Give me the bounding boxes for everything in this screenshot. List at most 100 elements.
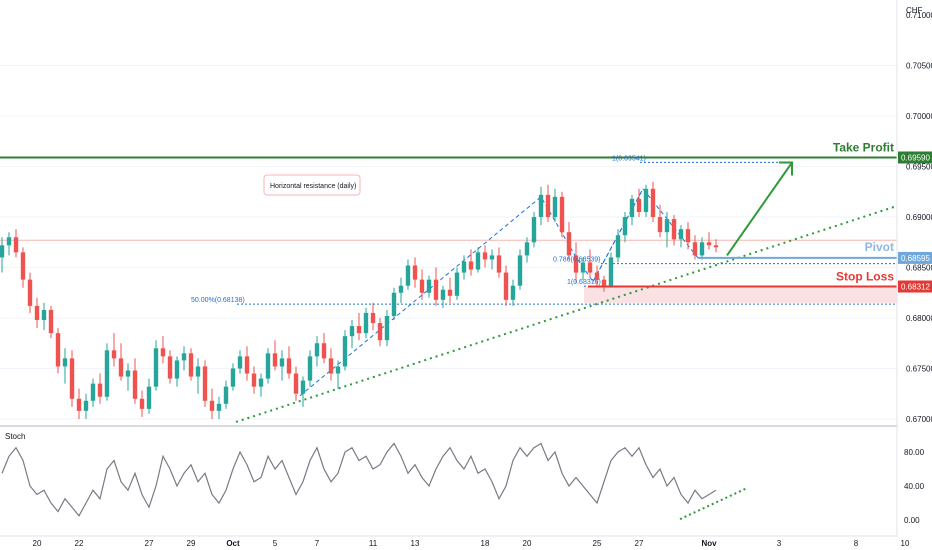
currency-label: CHF [906,6,923,15]
candle-body [601,279,607,286]
time-tick-label: 27 [635,539,644,548]
forecast-arrow-line[interactable] [726,161,793,256]
candle-body [34,305,40,321]
candle-body [0,245,5,258]
time-tick-label: 29 [187,539,196,548]
forecast-arrow-head [779,161,793,176]
candle-body [678,229,684,240]
candle-body [230,368,236,387]
candle-body [524,242,530,256]
time-axis[interactable]: 20 22 27 29 Oct 5 7 11 13 18 20 25 27 Nov 3 8 10 [33,539,910,548]
fib-level-1-bottom-label: 1(0.68316) [567,279,601,286]
candle-body [55,333,61,367]
candle-body [139,398,145,409]
candle-body [426,279,432,293]
time-tick-label: 5 [273,539,278,548]
time-tick-label: 10 [901,539,910,548]
stochastic-tick-label: 80.00 [904,448,925,457]
grid-lines [0,65,897,420]
pivot-tag-text: 0.68595 [901,254,930,263]
candle-body [531,217,537,243]
candle-body [174,360,180,379]
annotation-text: Horizontal resistance (daily) [270,183,356,190]
candle-body [489,255,495,260]
candle-body [6,237,12,246]
candle-body [377,323,383,341]
candle-body [13,237,19,253]
trendline[interactable] [235,204,898,423]
candle-body [349,326,355,337]
candle-body [314,343,320,357]
take-profit-label: Take Profit [833,140,894,154]
candle-body [342,336,348,367]
candle-body [209,400,215,411]
price-tick-label: 0.71000 [906,11,932,20]
candle-body [573,255,579,273]
time-tick-label: 22 [75,539,84,548]
stochastic-trendline[interactable] [679,487,747,521]
candle-body [419,279,425,293]
candle-body [62,358,68,367]
take-profit-tag-text: 0.69590 [901,153,930,162]
candle-body [391,292,397,316]
candle-body [258,378,264,387]
candle-body [713,245,719,248]
candle-body [510,285,516,300]
stochastic-axis[interactable]: 80.00 40.00 0.00 [904,448,925,525]
candle-body [265,353,271,379]
candle-body [160,348,166,357]
candle-body [237,356,243,369]
candle-body [20,252,26,280]
candle-body [97,383,103,397]
candle-body [657,217,663,233]
candle-body [566,232,572,256]
forecast-arrow[interactable] [726,161,793,256]
candle-body [279,358,285,367]
candle-body [202,366,208,401]
candle-body [454,272,460,296]
candle-body [643,188,649,212]
stop-loss-label: Stop Loss [836,270,894,284]
candle-body [356,326,362,334]
candle-body [685,229,691,243]
time-tick-label: 7 [315,539,320,548]
candle-body [76,398,82,411]
candle-body [321,343,327,359]
candle-body [132,370,138,399]
candle-body [482,252,488,260]
candle-body [538,194,544,218]
resistance-annotation[interactable]: Horizontal resistance (daily) [263,174,361,196]
candle-body [706,242,712,246]
stochastic-tick-label: 40.00 [904,482,925,491]
candle-body [433,279,439,300]
candle-body [650,188,656,218]
candle-body [405,265,411,286]
time-tick-label: 18 [481,539,490,548]
stochastic-tick-label: 0.00 [904,516,920,525]
time-tick-label: 8 [854,539,859,548]
candle-body [286,358,292,374]
candle-body [223,386,229,404]
time-tick-label: 27 [145,539,154,548]
candle-body [335,366,341,374]
candle-body [496,255,502,273]
candle-body [440,289,446,300]
time-tick-label: Oct [226,539,240,548]
stochastic-title: Stoch [5,432,25,441]
time-tick-label: 25 [593,539,602,548]
candle-body [587,262,593,273]
candle-body [692,242,698,256]
candle-body [251,373,257,387]
candle-body [363,312,369,334]
candle-body [90,383,96,401]
candle-body [671,219,677,240]
candle-body [447,289,453,296]
candle-body [307,356,313,381]
candle-body [629,198,635,218]
